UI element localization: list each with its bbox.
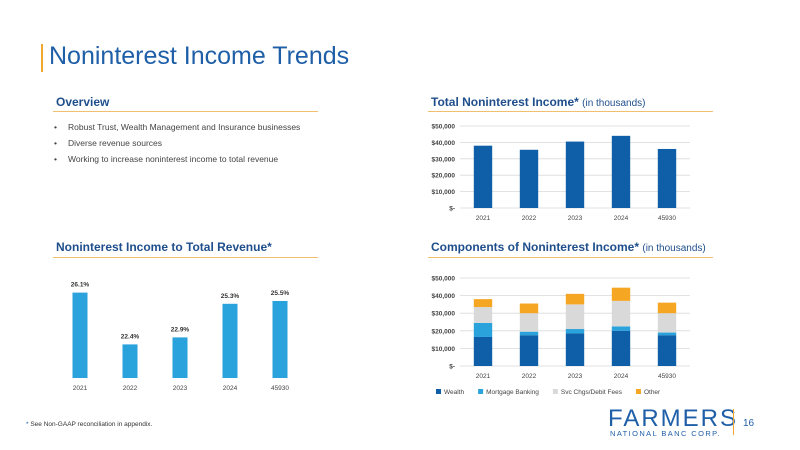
data-label: 25.3% — [221, 293, 240, 300]
overview-heading: Overview — [56, 95, 110, 109]
x-tick-label: 2023 — [568, 215, 583, 222]
footnote-text: See Non-GAAP reconciliation in appendix. — [28, 421, 153, 428]
bullet-item: Diverse revenue sources — [53, 135, 300, 151]
components-chart-rule — [428, 257, 713, 258]
y-tick-label: $50,000 — [432, 124, 456, 131]
page-title: Noninterest Income Trends — [49, 42, 350, 70]
bar-segment — [657, 332, 677, 336]
bar-segment — [657, 335, 677, 366]
total-chart-title: Total Noninterest Income* — [431, 95, 579, 109]
farmers-logo: FARMERS NATIONAL BANC CORP. — [608, 405, 736, 439]
bullet-item: Working to increase noninterest income t… — [53, 151, 300, 167]
bar — [272, 301, 288, 378]
page-number: 16 — [743, 418, 755, 429]
bar — [473, 145, 493, 208]
y-tick-label: $40,000 — [432, 140, 456, 147]
overview-bullets: Robust Trust, Wealth Management and Insu… — [53, 119, 300, 167]
legend-swatch — [478, 389, 484, 394]
bar — [172, 337, 188, 378]
x-tick-label: 2022 — [522, 215, 537, 222]
bar-segment — [657, 302, 677, 314]
bar-segment — [519, 303, 539, 314]
bar-segment — [565, 333, 585, 366]
legend-label: Svc Chgs/Debit Fees — [561, 389, 623, 396]
legend-swatch — [635, 389, 641, 394]
bar-segment — [473, 299, 493, 308]
x-tick-label: 2022 — [522, 373, 537, 380]
y-tick-label: $20,000 — [432, 173, 456, 180]
x-tick-label: 2021 — [476, 373, 491, 380]
bar-segment — [519, 335, 539, 366]
y-tick-label: $- — [449, 364, 455, 371]
total-chart-subtitle: (in thousands) — [582, 98, 646, 109]
logo-separator — [733, 409, 734, 435]
x-tick-label: 2021 — [73, 385, 88, 392]
noninterest-income-components-chart: $- $10,000 $20,000 $30,000 $40,000 $50,000 202… — [432, 276, 690, 396]
bar-segment — [565, 293, 585, 305]
legend-label: Wealth — [444, 389, 464, 396]
bar-segment — [611, 326, 631, 331]
bar-segment — [657, 313, 677, 333]
bar-segment — [611, 330, 631, 366]
bar — [519, 149, 539, 208]
x-tick-label: 2024 — [614, 215, 629, 222]
bar-segment — [473, 307, 493, 323]
components-chart-title: Components of Noninterest Income* — [431, 240, 640, 254]
footnote: * See Non-GAAP reconciliation in appendi… — [26, 421, 152, 428]
legend-swatch — [436, 389, 441, 394]
x-tick-label: 2023 — [173, 385, 188, 392]
y-tick-label: $- — [449, 206, 455, 213]
data-label: 22.4% — [121, 333, 140, 340]
total-chart-rule — [428, 111, 713, 112]
footnote-star: * — [26, 421, 29, 428]
bar — [657, 148, 677, 208]
bar-segment — [519, 313, 539, 332]
data-label: 26.1% — [71, 282, 90, 289]
y-tick-label: $30,000 — [432, 156, 456, 163]
total-chart-heading: Total Noninterest Income* (in thousands) — [431, 95, 646, 109]
bar-segment — [519, 331, 539, 336]
y-tick-label: $20,000 — [432, 328, 456, 335]
y-tick-label: $50,000 — [432, 276, 456, 283]
x-tick-label: 2021 — [476, 215, 491, 222]
bar — [565, 141, 585, 208]
data-label: 22.9% — [171, 326, 190, 333]
x-tick-label: 45930 — [271, 385, 289, 392]
bar-segment — [611, 287, 631, 301]
x-tick-label: 2024 — [614, 373, 629, 380]
overview-rule — [53, 111, 318, 112]
legend-label: Other — [644, 389, 661, 396]
bar-segment — [473, 322, 493, 337]
x-tick-label: 2024 — [223, 385, 238, 392]
y-tick-label: $30,000 — [432, 311, 456, 318]
y-tick-label: $10,000 — [432, 189, 456, 196]
bar — [122, 344, 138, 378]
noninterest-income-ratio-chart: 2021 26.1% 2022 22.4% 2023 22.9% 2024 25.3% 4593… — [71, 282, 290, 392]
bar-segment — [611, 300, 631, 327]
bar-segment — [565, 304, 585, 330]
data-label: 25.5% — [271, 290, 290, 297]
title-accent-bar — [41, 44, 43, 72]
logo-subtitle: NATIONAL BANC CORP. — [610, 429, 722, 438]
ratio-chart-rule — [53, 257, 318, 258]
x-tick-label: 45930 — [658, 373, 676, 380]
y-tick-label: $40,000 — [432, 293, 456, 300]
bar-segment — [473, 336, 493, 366]
legend-label: Mortgage Banking — [486, 389, 539, 396]
y-tick-label: $10,000 — [432, 346, 456, 353]
logo-wordmark: FARMERS — [608, 405, 739, 432]
legend-swatch — [552, 389, 558, 394]
bar — [611, 135, 631, 208]
bar — [72, 292, 88, 378]
x-tick-label: 45930 — [658, 215, 676, 222]
bullet-item: Robust Trust, Wealth Management and Insu… — [53, 119, 300, 135]
components-chart-heading: Components of Noninterest Income* (in th… — [431, 240, 706, 254]
components-chart-subtitle: (in thousands) — [642, 243, 706, 254]
x-tick-label: 2022 — [123, 385, 138, 392]
x-tick-label: 2023 — [568, 373, 583, 380]
ratio-chart-heading: Noninterest Income to Total Revenue* — [56, 240, 272, 254]
bar — [222, 303, 238, 378]
total-noninterest-income-chart: $- $10,000 $20,000 $30,000 $40,000 $50,000 202… — [432, 124, 690, 222]
bar-segment — [565, 329, 585, 334]
